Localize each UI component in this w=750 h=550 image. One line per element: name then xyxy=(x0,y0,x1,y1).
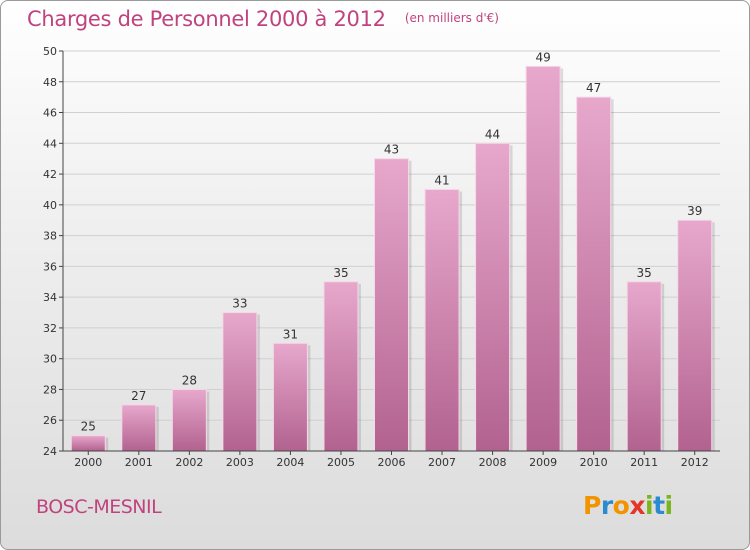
y-tick-label: 46 xyxy=(43,107,57,120)
x-tick-label: 2006 xyxy=(378,456,406,469)
logo-letter: i xyxy=(645,491,654,520)
value-label: 47 xyxy=(586,81,601,95)
x-tick-label: 2011 xyxy=(630,456,658,469)
x-tick-label: 2012 xyxy=(681,456,709,469)
logo-letter: t xyxy=(653,491,665,520)
x-tick-label: 2009 xyxy=(529,456,557,469)
bar-2005 xyxy=(323,281,359,452)
chart-subtitle: (en milliers d'€) xyxy=(404,11,499,25)
bar-2001 xyxy=(121,404,157,452)
y-tick-label: 44 xyxy=(43,137,57,150)
logo-letter: o xyxy=(612,491,630,520)
value-label: 35 xyxy=(333,266,348,280)
value-label: 25 xyxy=(81,420,96,434)
y-tick-label: 32 xyxy=(43,322,57,335)
bar-2010 xyxy=(576,96,612,452)
x-tick-label: 2007 xyxy=(428,456,456,469)
bar-2009 xyxy=(525,65,561,452)
logo-letter: P xyxy=(583,491,601,520)
y-tick-label: 34 xyxy=(43,291,57,304)
title-line: Charges de Personnel 2000 à 2012 (en mil… xyxy=(27,7,499,31)
bar-2011 xyxy=(626,281,662,452)
bar-2008 xyxy=(475,142,511,452)
bar-2003 xyxy=(222,312,258,452)
logo-letter: r xyxy=(600,491,613,520)
bar-2004 xyxy=(272,342,308,452)
value-label: 44 xyxy=(485,127,500,141)
y-tick-label: 26 xyxy=(43,414,57,427)
bars: 25 27 28 33 31 35 43 41 44 49 47 35 39 xyxy=(70,50,715,452)
bar-2007 xyxy=(424,188,460,452)
place-name: BOSC-MESNIL xyxy=(36,496,162,518)
bar-2002 xyxy=(171,388,207,452)
value-label: 27 xyxy=(131,389,146,403)
bar-2006 xyxy=(374,158,409,452)
x-tick-label: 2008 xyxy=(479,456,507,469)
logo-letter: i xyxy=(664,491,674,520)
x-tick-label: 2004 xyxy=(276,456,304,469)
y-tick-label: 24 xyxy=(43,445,57,458)
bar-2000 xyxy=(70,435,106,452)
proxiti-logo: Proxiti xyxy=(583,491,673,520)
x-tick-label: 2002 xyxy=(175,456,203,469)
y-tick-label: 50 xyxy=(43,45,57,58)
y-tick-label: 42 xyxy=(43,168,57,181)
value-label: 28 xyxy=(182,373,197,387)
y-tick-label: 40 xyxy=(43,199,57,212)
x-tick-label: 2010 xyxy=(580,456,608,469)
y-tick-label: 28 xyxy=(43,383,57,396)
y-tick-label: 48 xyxy=(43,76,57,89)
value-label: 49 xyxy=(535,50,550,64)
y-tick-label: 36 xyxy=(43,260,57,273)
chart-title: Charges de Personnel 2000 à 2012 xyxy=(27,7,386,31)
value-label: 31 xyxy=(283,327,298,341)
x-tick-label: 2000 xyxy=(74,456,102,469)
y-tick-label: 38 xyxy=(43,230,57,243)
value-label: 33 xyxy=(232,297,247,311)
x-tick-label: 2005 xyxy=(327,456,355,469)
value-label: 39 xyxy=(687,204,702,218)
bar-2012 xyxy=(677,219,713,452)
axes: 24 26 28 30 32 34 36 38 40 42 44 46 48 50 2000 2001 2002… xyxy=(43,45,720,469)
value-label: 43 xyxy=(384,143,399,157)
x-tick-label: 2001 xyxy=(125,456,153,469)
logo-letter: x xyxy=(629,491,645,520)
x-tick-label: 2003 xyxy=(226,456,254,469)
value-label: 35 xyxy=(637,266,652,280)
value-label: 41 xyxy=(434,173,449,187)
y-tick-label: 30 xyxy=(43,353,57,366)
